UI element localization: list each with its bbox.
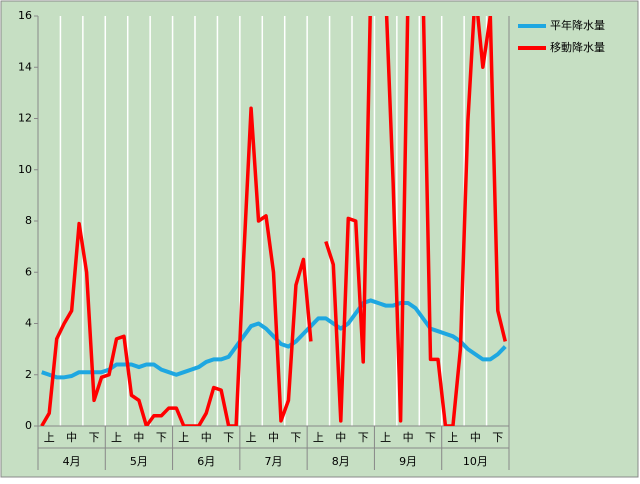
y-tick-label: 10 (18, 163, 32, 176)
y-tick-label: 14 (18, 60, 32, 73)
x-tick-label: 上 (44, 431, 55, 444)
x-tick-label: 下 (156, 431, 167, 444)
x-tick-label: 中 (335, 431, 346, 444)
legend-label: 移動降水量 (550, 40, 605, 54)
x-tick-label: 中 (470, 431, 481, 444)
x-tick-label: 上 (380, 431, 391, 444)
x-tick-label: 中 (268, 431, 279, 444)
x-tick-label: 下 (358, 431, 369, 444)
month-label: 6月 (197, 455, 215, 468)
x-tick-label: 上 (111, 431, 122, 444)
x-tick-label: 上 (313, 431, 324, 444)
y-tick-label: 4 (25, 317, 32, 330)
x-tick-label: 下 (223, 431, 234, 444)
y-tick-label: 6 (25, 265, 32, 278)
x-tick-label: 上 (178, 431, 189, 444)
x-tick-label: 上 (246, 431, 257, 444)
y-tick-label: 0 (25, 419, 32, 432)
month-label: 7月 (265, 455, 283, 468)
x-tick-label: 中 (133, 431, 144, 444)
month-label: 4月 (63, 455, 81, 468)
y-tick-label: 2 (25, 368, 32, 381)
x-tick-label: 下 (425, 431, 436, 444)
x-tick-label: 下 (89, 431, 100, 444)
x-tick-label: 中 (201, 431, 212, 444)
x-tick-label: 下 (290, 431, 301, 444)
legend-label: 平年降水量 (550, 18, 605, 32)
y-tick-label: 12 (18, 112, 32, 125)
month-label: 9月 (399, 455, 417, 468)
x-tick-label: 中 (403, 431, 414, 444)
plot (40, 16, 507, 426)
month-label: 8月 (332, 455, 350, 468)
x-tick-label: 上 (447, 431, 458, 444)
series-line (40, 16, 507, 426)
y-tick-label: 16 (18, 9, 32, 22)
month-label: 5月 (130, 455, 148, 468)
x-tick-label: 下 (492, 431, 503, 444)
x-tick-label: 中 (66, 431, 77, 444)
series-line (41, 298, 507, 380)
y-tick-label: 8 (25, 214, 32, 227)
month-label: 10月 (463, 455, 488, 468)
